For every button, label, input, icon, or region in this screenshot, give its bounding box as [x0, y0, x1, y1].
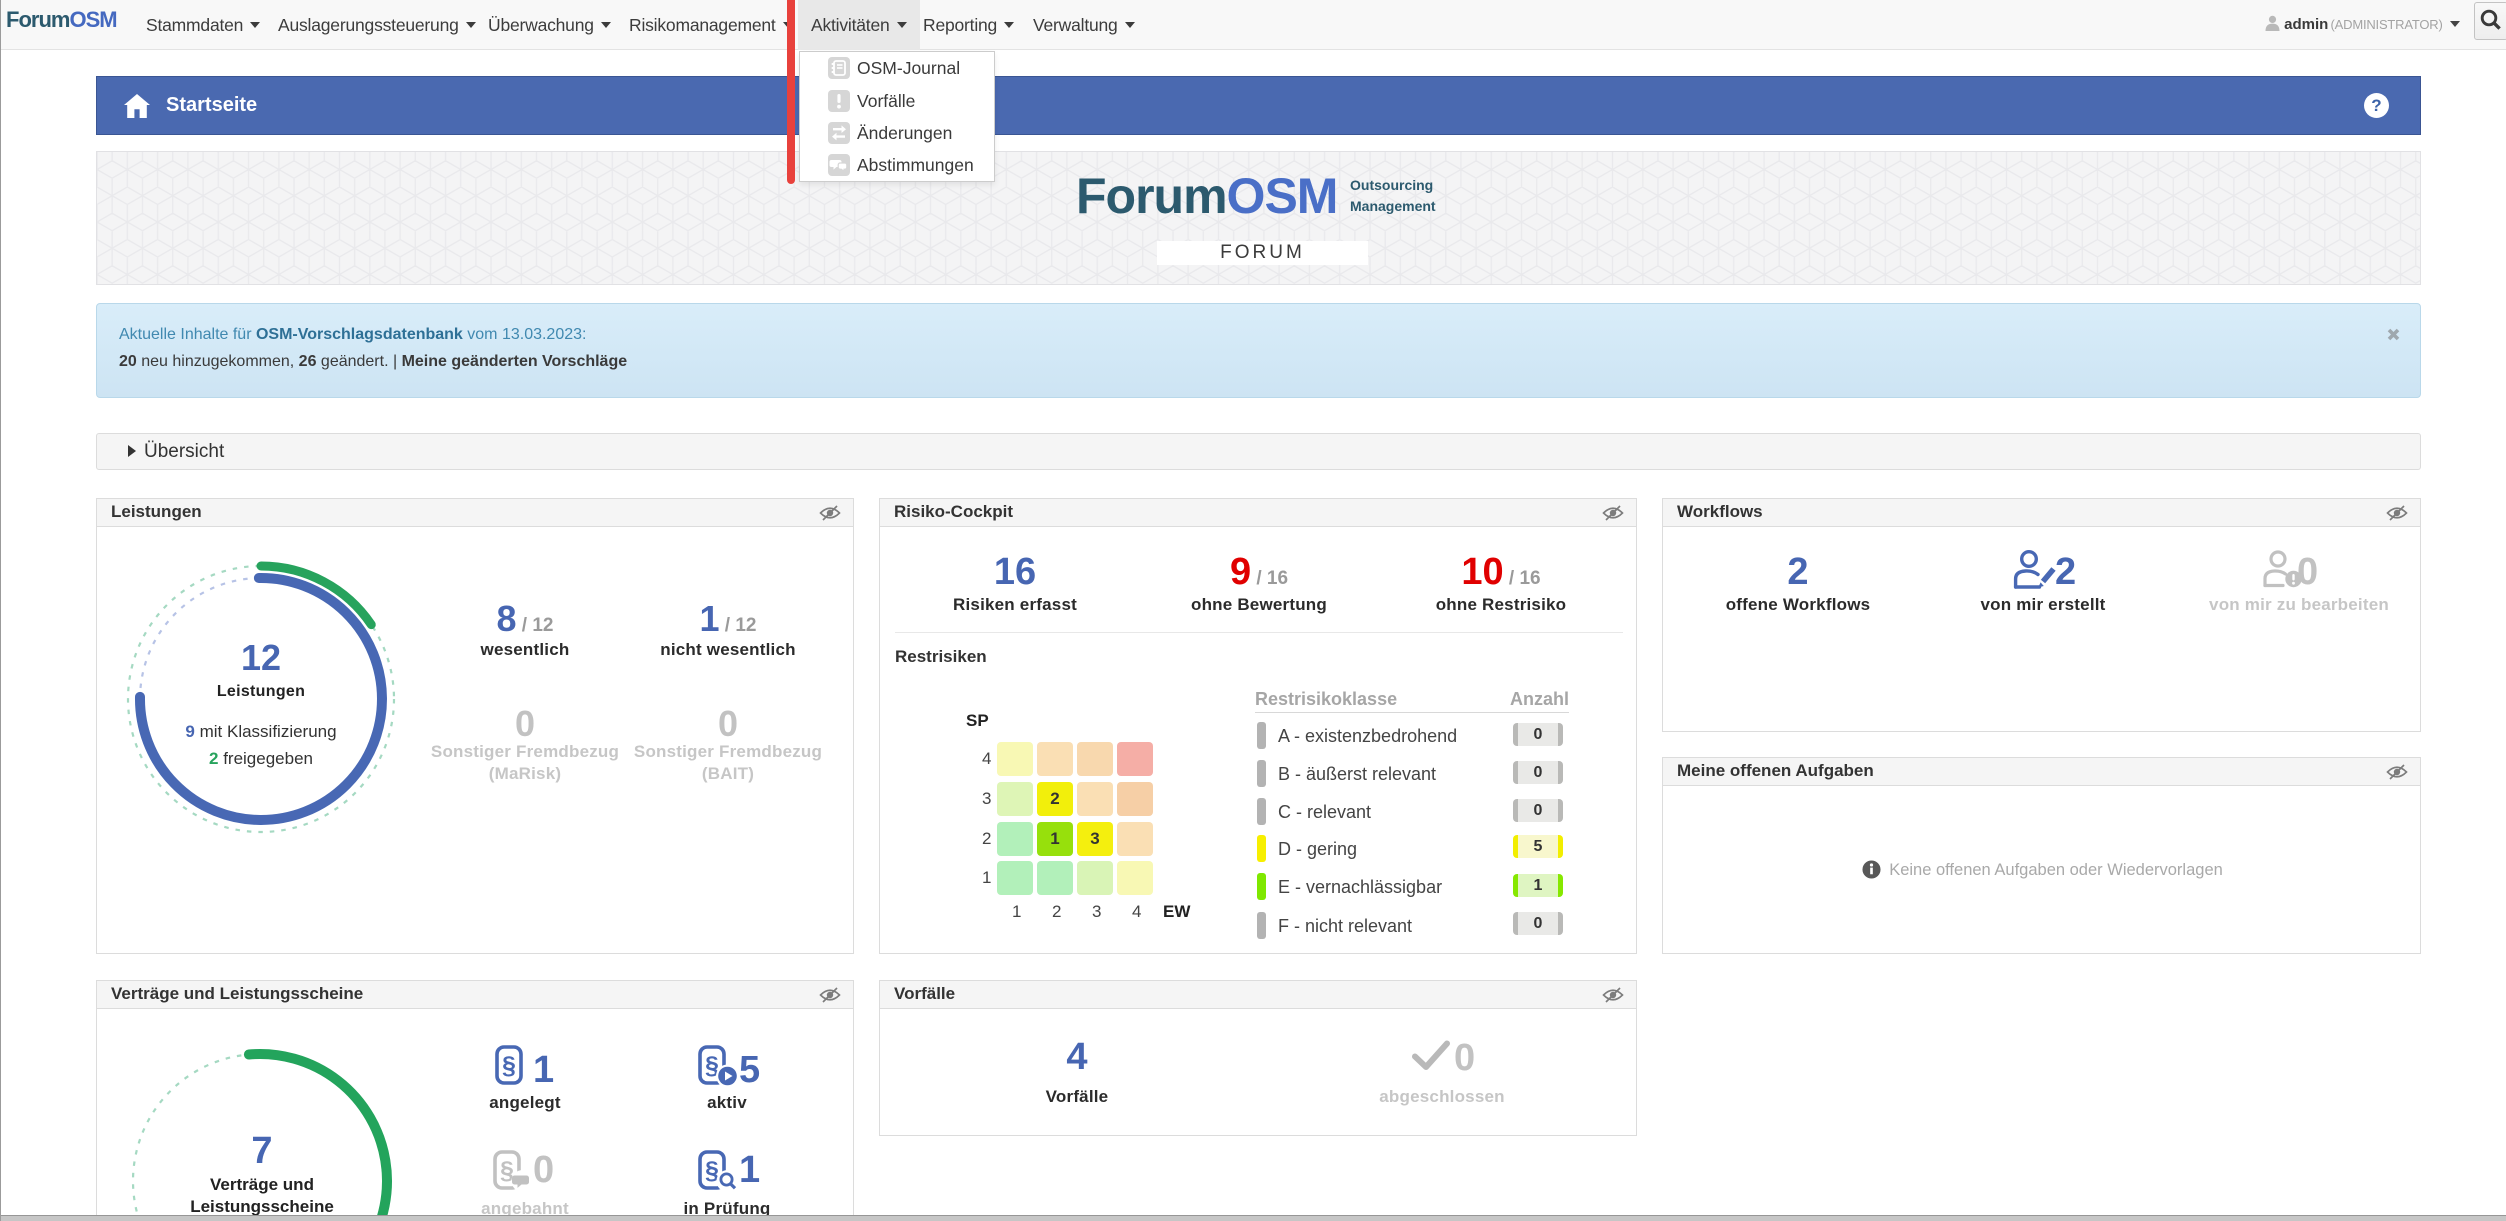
svg-text:§: § [705, 1052, 719, 1080]
svg-text:§: § [705, 1157, 719, 1185]
svg-text:§: § [502, 1052, 516, 1080]
svg-text:§: § [500, 1157, 514, 1185]
